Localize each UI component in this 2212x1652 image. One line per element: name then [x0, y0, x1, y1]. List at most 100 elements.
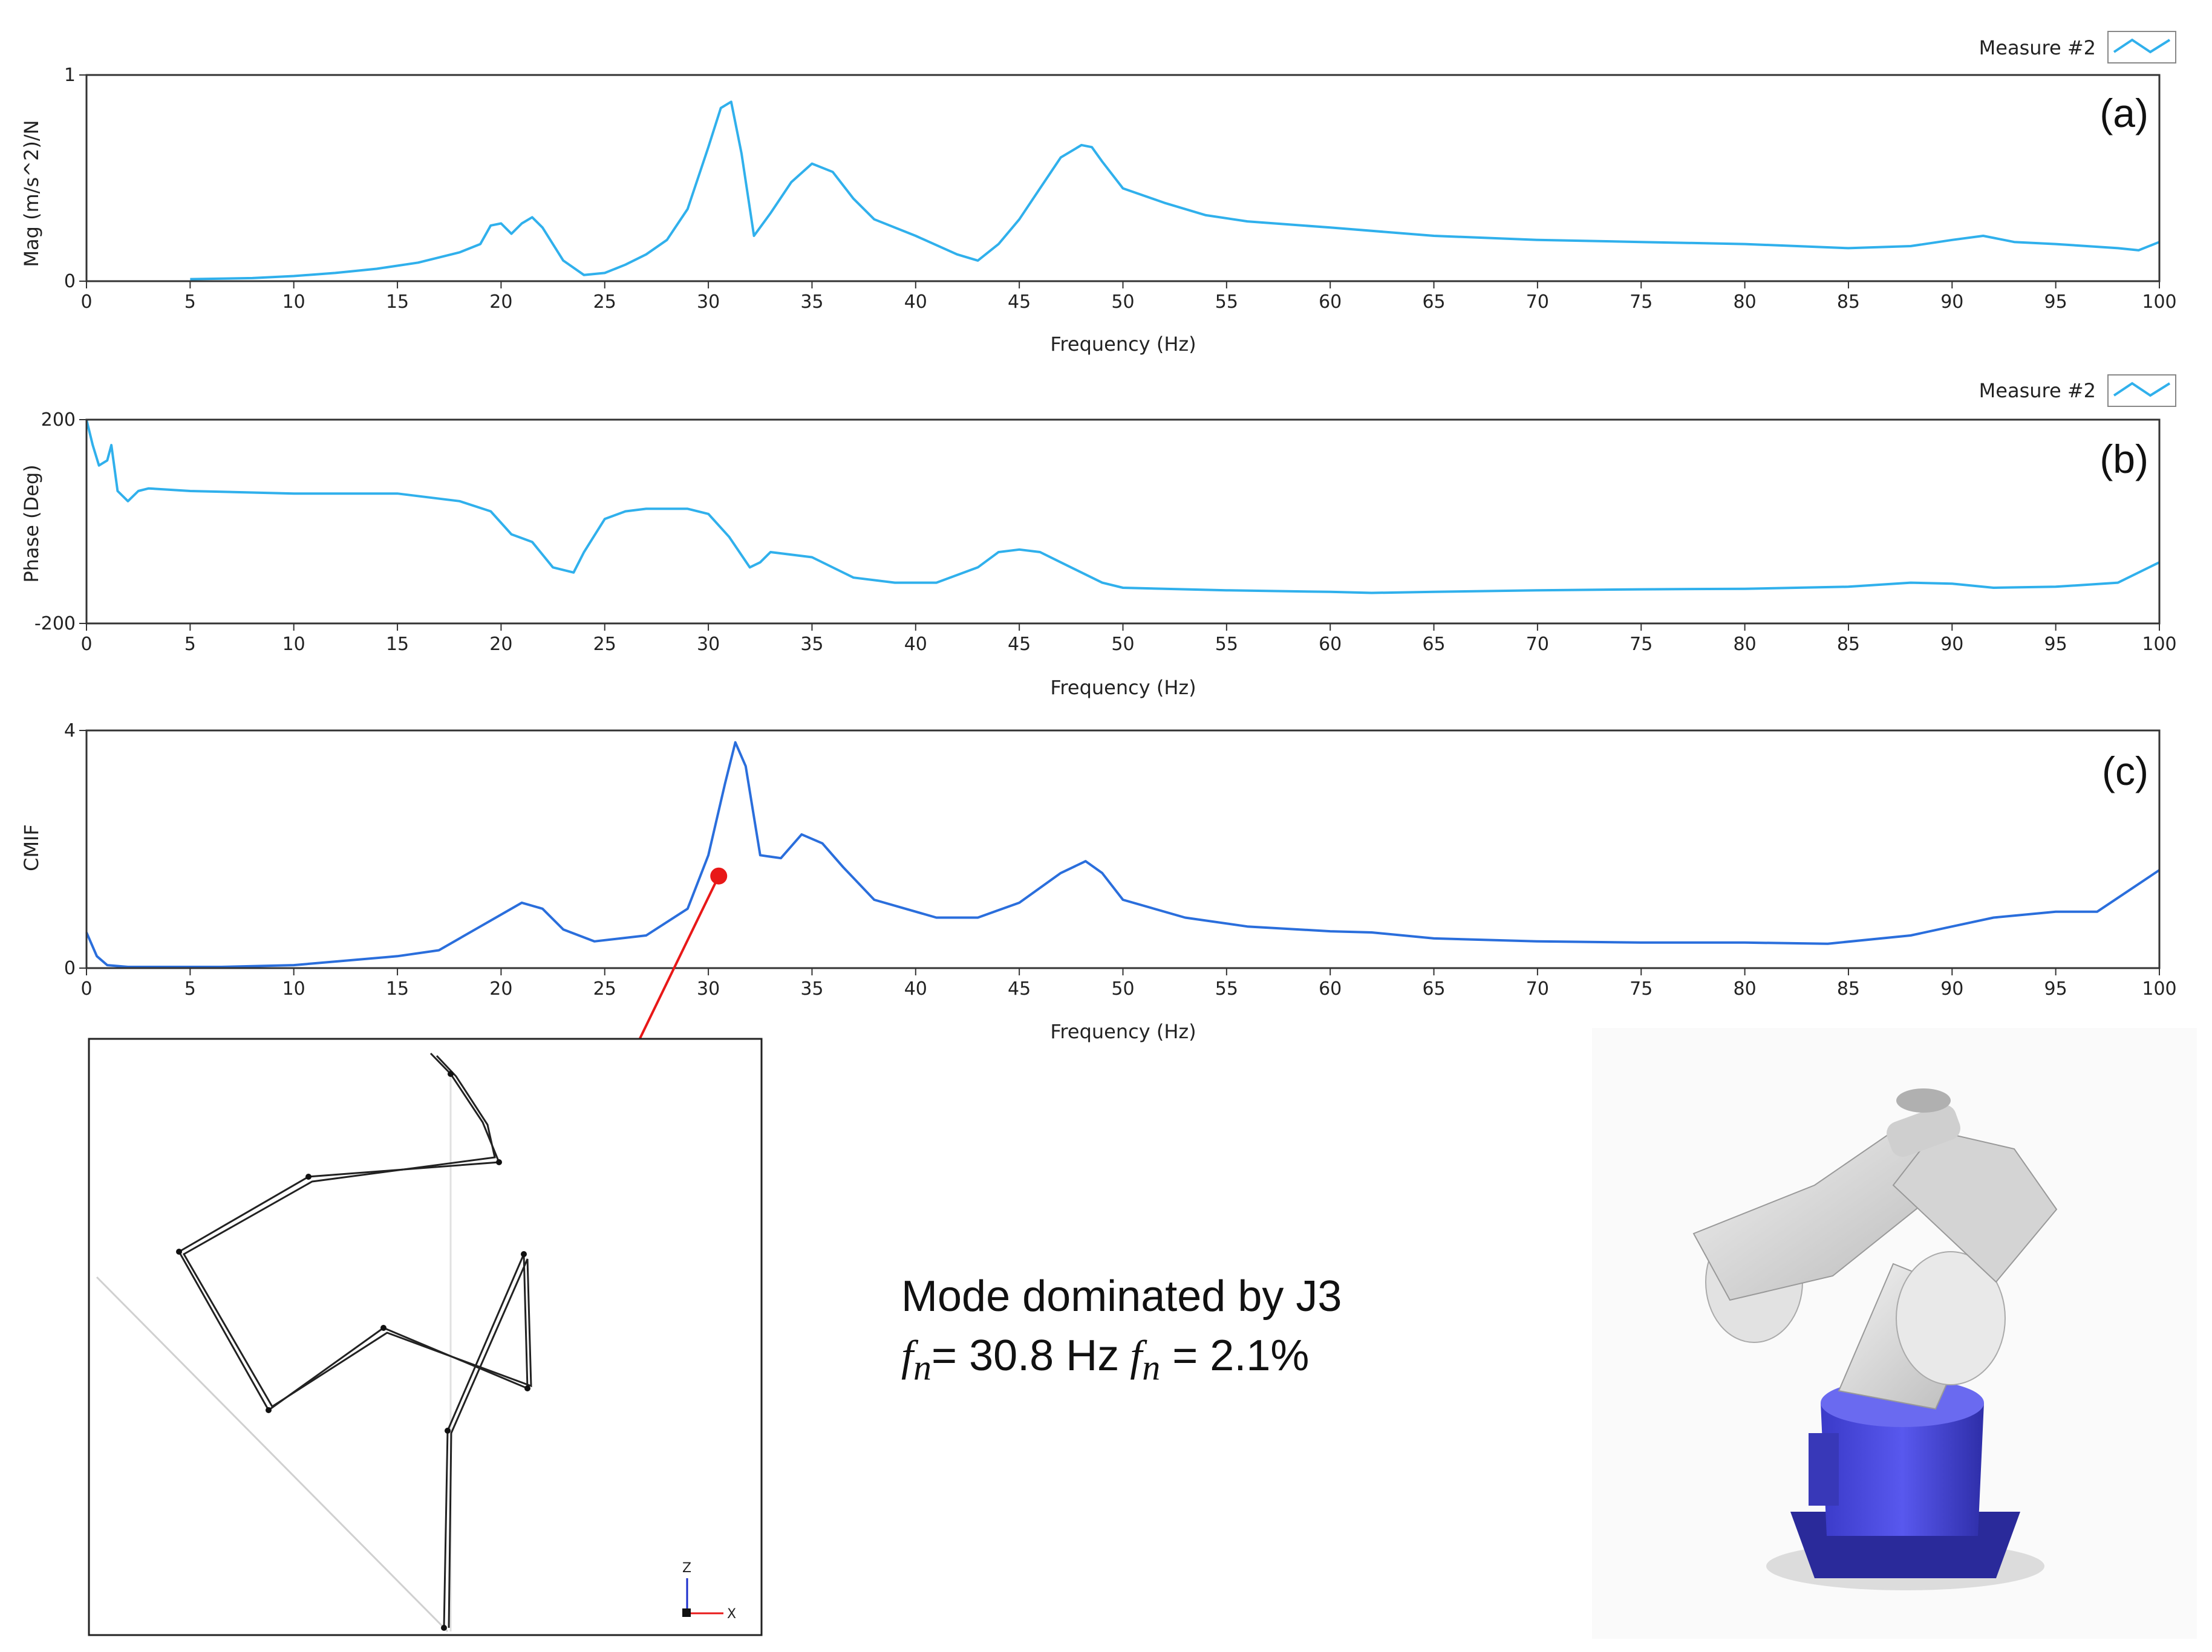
x-tick-label-c: 0: [80, 978, 92, 1000]
x-tick-label-a: 90: [1940, 291, 1963, 313]
fn-subscript: n: [913, 1347, 932, 1388]
x-tick-label-a: 95: [2044, 291, 2067, 313]
panel-label-b: (b): [2099, 437, 2148, 481]
axis-x-label: X: [727, 1607, 736, 1622]
x-tick-label-b: 20: [489, 634, 512, 655]
x-tick-label-b: 15: [386, 634, 409, 655]
x-tick-label-c: 20: [489, 978, 512, 1000]
x-tick-label-b: 55: [1215, 634, 1238, 655]
x-tick-label-b: 40: [904, 634, 927, 655]
ticks-b: 0 5 10 15 20 25 30 35 40 45 50 55 60 65 70 75 80 85 90 95 10…: [34, 409, 2177, 655]
x-tick-label-a: 55: [1215, 291, 1238, 313]
y-axis-label-a: Mag (m/s^2)/N: [20, 120, 43, 267]
damping-symbol: f: [1130, 1332, 1143, 1380]
x-tick-label-c: 75: [1630, 978, 1652, 1000]
ticks-c: 0 5 10 15 20 25 30 35 40 45 50 55 60 65 70 75 80 85 90 95 10…: [64, 720, 2177, 1000]
panel-c: (c) CMIF Frequency (Hz) 0 5 10 15 20 25 30 35 40…: [20, 720, 2177, 1043]
legend-a: Measure #2: [1979, 31, 2176, 63]
x-tick-label-c: 45: [1008, 978, 1031, 1000]
mode-shape-view: Z X: [88, 1038, 763, 1636]
x-tick-label-a: 85: [1837, 291, 1860, 313]
plot-frame-b: [85, 418, 2161, 625]
y-tick-label-a: 1: [64, 65, 76, 86]
x-tick-label-b: 100: [2142, 634, 2176, 655]
panel-label-a: (a): [2099, 91, 2148, 135]
x-tick-label-a: 35: [800, 291, 823, 313]
robot-illustration: [1592, 1028, 2197, 1639]
caption-title: Mode dominated by J3: [901, 1272, 1342, 1321]
x-tick-label-b: 65: [1422, 634, 1445, 655]
x-tick-label-a: 75: [1630, 291, 1652, 313]
x-tick-label-b: 10: [282, 634, 305, 655]
x-tick-label-c: 60: [1319, 978, 1342, 1000]
x-tick-label-c: 70: [1526, 978, 1549, 1000]
panel-b: Measure #2 (b) Phase (Deg) Frequency (Hz…: [20, 374, 2177, 699]
fn-value: = 30.8 Hz: [931, 1332, 1120, 1380]
plot-frame-a: [85, 74, 2161, 282]
legend-b: Measure #2: [1979, 374, 2176, 407]
mode-caption: Mode dominated by J3 fn= 30.8 Hz fn = 2.…: [901, 1267, 1342, 1397]
x-tick-label-a: 15: [386, 291, 409, 313]
x-tick-label-a: 30: [697, 291, 720, 313]
axis-triad: Z X: [682, 1561, 736, 1622]
x-tick-label-a: 80: [1734, 291, 1757, 313]
x-tick-label-c: 100: [2142, 978, 2176, 1000]
x-tick-label-c: 55: [1215, 978, 1238, 1000]
x-tick-label-b: 70: [1526, 634, 1549, 655]
x-axis-label-a: Frequency (Hz): [1050, 333, 1196, 356]
ground-reference-line: [96, 1276, 449, 1633]
series-line-a: [190, 100, 2160, 281]
x-tick-label-c: 40: [904, 978, 927, 1000]
x-tick-label-b: 25: [593, 634, 616, 655]
x-axis-label-b: Frequency (Hz): [1050, 676, 1196, 699]
series-line-b: [85, 419, 2160, 594]
x-tick-label-a: 70: [1526, 291, 1549, 313]
mode-shape-frame: [88, 1038, 763, 1636]
x-tick-label-a: 5: [184, 291, 196, 313]
x-tick-label-c: 80: [1734, 978, 1757, 1000]
axis-z-label: Z: [682, 1561, 691, 1576]
x-tick-label-c: 5: [184, 978, 196, 1000]
y-tick-label-b: 200: [41, 409, 76, 431]
x-tick-label-c: 65: [1422, 978, 1445, 1000]
x-tick-label-a: 45: [1008, 291, 1031, 313]
x-tick-label-a: 65: [1422, 291, 1445, 313]
fn-symbol: f: [901, 1332, 914, 1380]
x-tick-label-b: 85: [1837, 634, 1860, 655]
plot-frame-c: [85, 729, 2161, 969]
x-tick-label-b: 45: [1008, 634, 1031, 655]
y-tick-label-b: -200: [34, 613, 76, 634]
legend-line-a: [2113, 38, 2171, 54]
wireframe-nodes: [176, 1071, 530, 1631]
x-tick-label-c: 90: [1940, 978, 1963, 1000]
x-tick-label-a: 50: [1111, 291, 1134, 313]
x-tick-label-c: 50: [1111, 978, 1134, 1000]
panel-label-c: (c): [2102, 749, 2148, 793]
x-tick-label-c: 35: [800, 978, 823, 1000]
y-axis-label-c: CMIF: [20, 824, 43, 871]
x-tick-label-b: 5: [184, 634, 196, 655]
caption-values: fn= 30.8 Hz fn = 2.1%: [901, 1326, 1342, 1397]
legend-label-a: Measure #2: [1979, 36, 2096, 59]
legend-label-b: Measure #2: [1979, 379, 2096, 402]
x-tick-label-a: 100: [2142, 291, 2176, 313]
x-tick-label-c: 95: [2044, 978, 2067, 1000]
x-tick-label-a: 20: [489, 291, 512, 313]
y-tick-label-c: 4: [64, 720, 76, 741]
y-axis-label-b: Phase (Deg): [20, 464, 43, 582]
x-tick-label-c: 25: [593, 978, 616, 1000]
x-tick-label-c: 10: [282, 978, 305, 1000]
x-tick-label-b: 0: [80, 634, 92, 655]
y-tick-label-a: 0: [64, 271, 76, 292]
x-tick-label-a: 0: [80, 291, 92, 313]
x-tick-label-b: 95: [2044, 634, 2067, 655]
x-tick-label-a: 25: [593, 291, 616, 313]
legend-line-b: [2113, 382, 2171, 397]
x-tick-label-b: 80: [1734, 634, 1757, 655]
x-tick-label-b: 30: [697, 634, 720, 655]
x-tick-label-b: 60: [1319, 634, 1342, 655]
x-tick-label-a: 10: [282, 291, 305, 313]
x-tick-label-c: 30: [697, 978, 720, 1000]
panel-a: Measure #2 (a) Mag (m/s^2)/N Frequency (…: [20, 31, 2177, 356]
